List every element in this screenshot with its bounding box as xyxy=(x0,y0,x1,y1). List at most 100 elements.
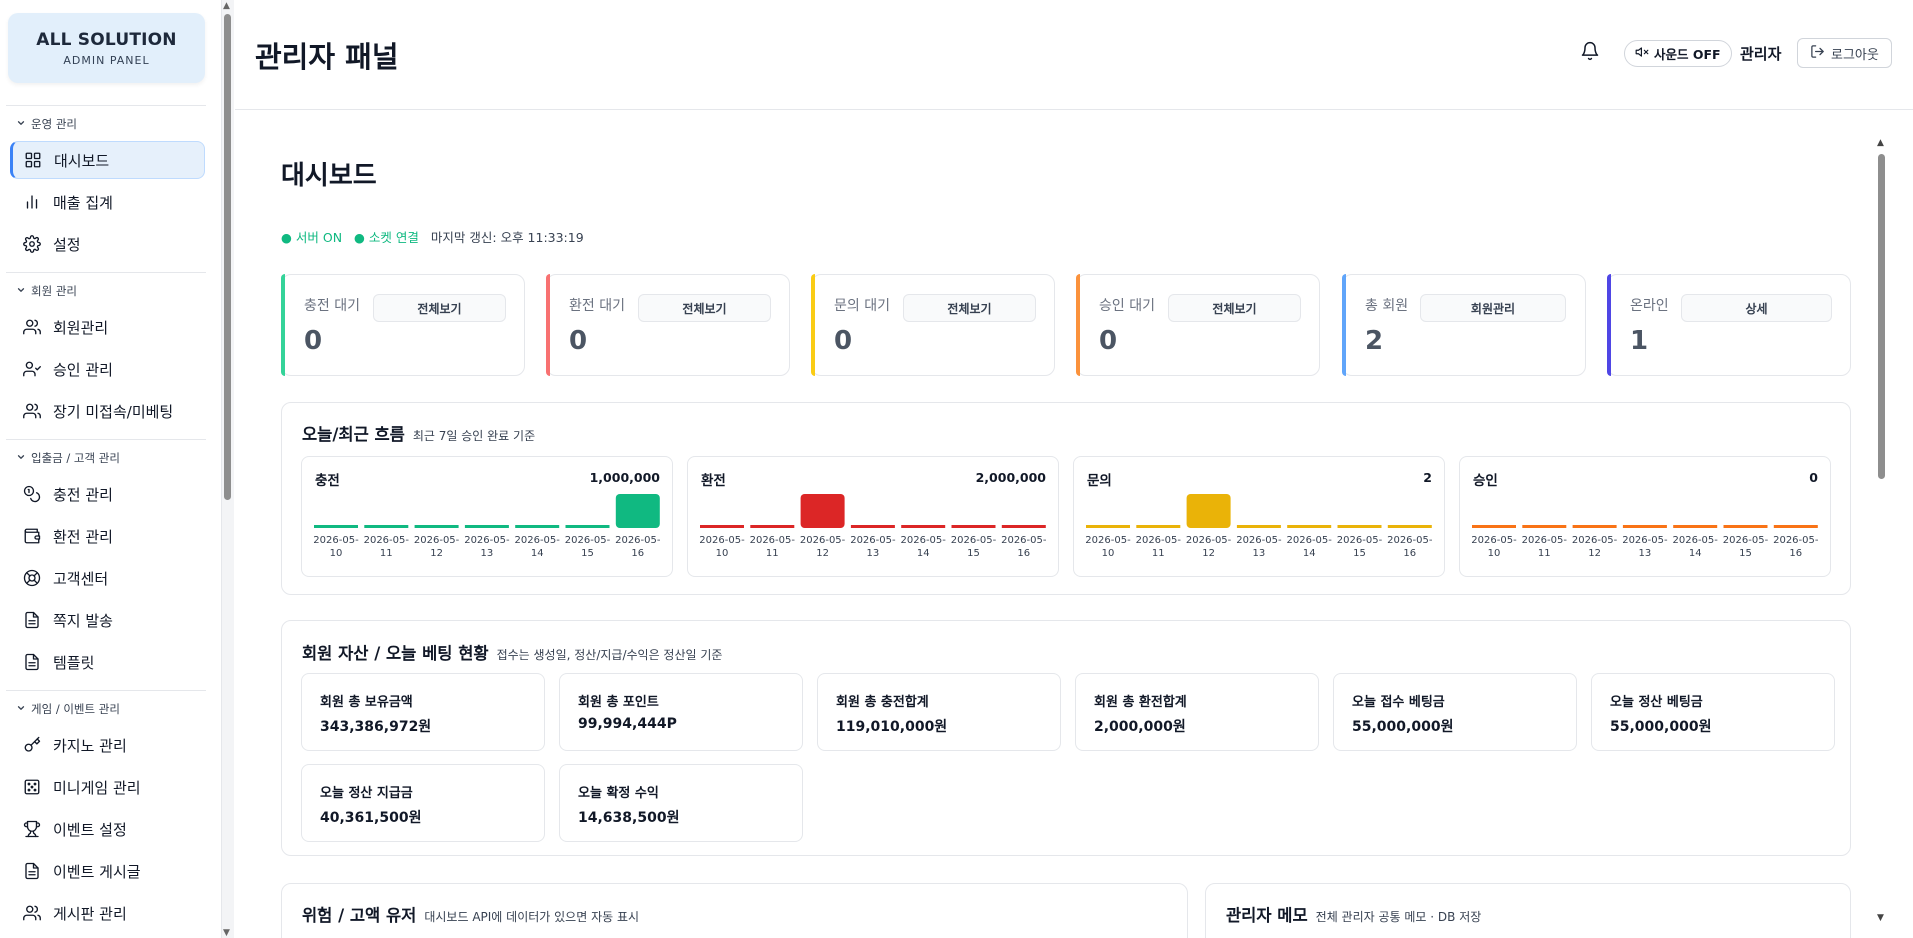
bell-icon[interactable] xyxy=(1580,40,1600,62)
flow-bar xyxy=(1572,525,1617,528)
sidebar-item-label: 승인 관리 xyxy=(53,360,113,379)
flow-bar xyxy=(1086,525,1130,528)
flow-panel: 오늘/최근 흐름 최근 7일 승인 완료 기준 충전 1,000,000 2026-… xyxy=(281,402,1851,595)
sidebar-section-label: 회원 관리 xyxy=(31,284,77,298)
chevron-down-icon xyxy=(16,702,26,716)
asset-card: 오늘 접수 베팅금 55,000,000원 xyxy=(1333,673,1577,751)
stat-card-button[interactable]: 회원관리 xyxy=(1420,294,1566,322)
users-icon xyxy=(23,402,41,420)
brand-logo[interactable]: ALL SOLUTION ADMIN PANEL xyxy=(8,13,205,83)
stat-card-value: 2 xyxy=(1365,326,1384,356)
asset-card-value: 40,361,500원 xyxy=(320,810,422,826)
sidebar-item[interactable]: 환전 관리 xyxy=(10,517,205,555)
asset-subtitle: 접수는 생성일, 정산/지급/수익은 정산일 기준 xyxy=(496,648,723,662)
flow-tick-label: 2026-05-15 xyxy=(565,535,611,559)
sidebar-item[interactable]: 승인 관리 xyxy=(10,350,205,388)
sidebar-item-label: 카지노 관리 xyxy=(53,736,127,755)
stat-card-value: 0 xyxy=(834,326,853,356)
sidebar-section-label: 입출금 / 고객 관리 xyxy=(31,451,120,465)
stat-card: 충전 대기 0 전체보기 xyxy=(281,274,525,376)
sidebar-scroll-thumb[interactable] xyxy=(224,14,231,500)
scroll-up-arrow-icon[interactable]: ▲ xyxy=(223,1,230,11)
flow-bar xyxy=(1723,525,1768,528)
scroll-down-arrow-icon[interactable]: ▼ xyxy=(1877,913,1884,923)
stat-card-button[interactable]: 상세 xyxy=(1681,294,1832,322)
flow-bar xyxy=(1287,525,1332,528)
sidebar-item[interactable]: 카지노 관리 xyxy=(10,726,205,764)
asset-card-label: 오늘 정산 베팅금 xyxy=(1610,695,1703,710)
sidebar-item[interactable]: 게시판 관리 xyxy=(10,894,205,932)
sidebar-item-label: 고객센터 xyxy=(53,569,109,588)
sidebar-section-header[interactable]: 회원 관리 xyxy=(16,283,77,299)
main-scrollbar[interactable]: ▲ ▼ xyxy=(1875,138,1889,923)
sidebar-item[interactable]: 이벤트 게시글 xyxy=(10,852,205,890)
stat-card-value: 0 xyxy=(304,326,323,356)
flow-bar xyxy=(850,525,895,528)
sidebar-item[interactable]: 장기 미접속/미베팅 xyxy=(10,392,205,430)
main-scroll-thumb[interactable] xyxy=(1878,154,1885,479)
stat-card-button[interactable]: 전체보기 xyxy=(1168,294,1301,322)
dashboard-title: 대시보드 xyxy=(281,161,377,191)
sidebar-item[interactable]: 쪽지 발송 xyxy=(10,601,205,639)
asset-card-value: 14,638,500원 xyxy=(578,810,680,826)
asset-card-label: 회원 총 환전합계 xyxy=(1094,695,1187,710)
sidebar-item[interactable]: 충전 관리 xyxy=(10,475,205,513)
flow-tick-label: 2026-05-11 xyxy=(1136,535,1182,559)
document-icon xyxy=(23,653,41,671)
sidebar-scrollbar[interactable]: ▲ ▼ xyxy=(222,0,234,938)
memo-panel: 관리자 메모 전체 관리자 공통 메모 · DB 저장 xyxy=(1205,883,1851,938)
sidebar-section-header[interactable]: 입출금 / 고객 관리 xyxy=(16,450,120,466)
stat-card-value: 0 xyxy=(569,326,588,356)
sidebar-item[interactable]: 대시보드 xyxy=(10,141,205,179)
flow-tick-label: 2026-05-10 xyxy=(1471,535,1517,559)
flow-tick-label: 2026-05-11 xyxy=(1522,535,1568,559)
sidebar-item[interactable]: 이벤트 설정 xyxy=(10,810,205,848)
flow-chart-total: 2,000,000 xyxy=(975,470,1046,485)
sidebar-item-label: 템플릿 xyxy=(53,653,95,672)
wallet-icon xyxy=(23,527,41,545)
asset-card: 회원 총 포인트 99,994,444P xyxy=(559,673,803,751)
scroll-up-arrow-icon[interactable]: ▲ xyxy=(1877,138,1884,148)
stat-card-value: 0 xyxy=(1099,326,1118,356)
page-title: 관리자 패널 xyxy=(255,40,399,74)
flow-bar xyxy=(314,525,358,528)
sidebar-item[interactable]: 설정 xyxy=(10,225,205,263)
sidebar-section-header[interactable]: 운영 관리 xyxy=(16,116,77,132)
sidebar-item[interactable]: 매출 집계 xyxy=(10,183,205,221)
key-icon xyxy=(23,736,41,754)
stat-card-button[interactable]: 전체보기 xyxy=(638,294,771,322)
flow-bar-chart: 2026-05-102026-05-112026-05-122026-05-13… xyxy=(1471,525,1819,559)
stat-card-button[interactable]: 전체보기 xyxy=(903,294,1036,322)
flow-chart-card: 환전 2,000,000 2026-05-10 2026-05-11 2026-05-1… xyxy=(687,456,1059,577)
flow-tick-label: 2026-05-14 xyxy=(1673,535,1719,559)
document-icon xyxy=(23,862,41,880)
flow-tick-label: 2026-05-14 xyxy=(1287,535,1333,559)
scroll-down-arrow-icon[interactable]: ▼ xyxy=(223,928,230,938)
stat-card-button[interactable]: 전체보기 xyxy=(373,294,506,322)
asset-title: 회원 자산 / 오늘 베팅 현황 xyxy=(302,644,489,663)
sidebar-item[interactable]: 회원관리 xyxy=(10,308,205,346)
stat-card-label: 승인 대기 xyxy=(1099,298,1155,314)
flow-bar xyxy=(1387,525,1432,528)
stat-card-accent xyxy=(281,274,285,376)
sidebar-divider xyxy=(6,690,206,691)
dashboard-grid-icon xyxy=(24,151,42,169)
sound-toggle-button[interactable]: 사운드 OFF xyxy=(1624,40,1732,67)
asset-card: 오늘 정산 지급금 40,361,500원 xyxy=(301,764,545,842)
sidebar-section-header[interactable]: 게임 / 이벤트 관리 xyxy=(16,701,120,717)
sidebar-item-label: 충전 관리 xyxy=(53,485,113,504)
sidebar-item-label: 이벤트 게시글 xyxy=(53,862,141,881)
sidebar-divider xyxy=(6,272,206,273)
asset-card-value: 119,010,000원 xyxy=(836,719,948,735)
gear-icon xyxy=(23,235,41,253)
sidebar-item[interactable]: 미니게임 관리 xyxy=(10,768,205,806)
flow-bar-chart: 2026-05-102026-05-112026-05-122026-05-13… xyxy=(699,494,1047,559)
stat-card: 문의 대기 0 전체보기 xyxy=(811,274,1055,376)
flow-bar xyxy=(1622,525,1667,528)
logout-button[interactable]: 로그아웃 xyxy=(1797,38,1892,68)
sidebar-item-label: 미니게임 관리 xyxy=(53,778,141,797)
stat-card: 온라인 1 상세 xyxy=(1607,274,1851,376)
sidebar-item[interactable]: 템플릿 xyxy=(10,643,205,681)
sidebar-item[interactable]: 고객센터 xyxy=(10,559,205,597)
